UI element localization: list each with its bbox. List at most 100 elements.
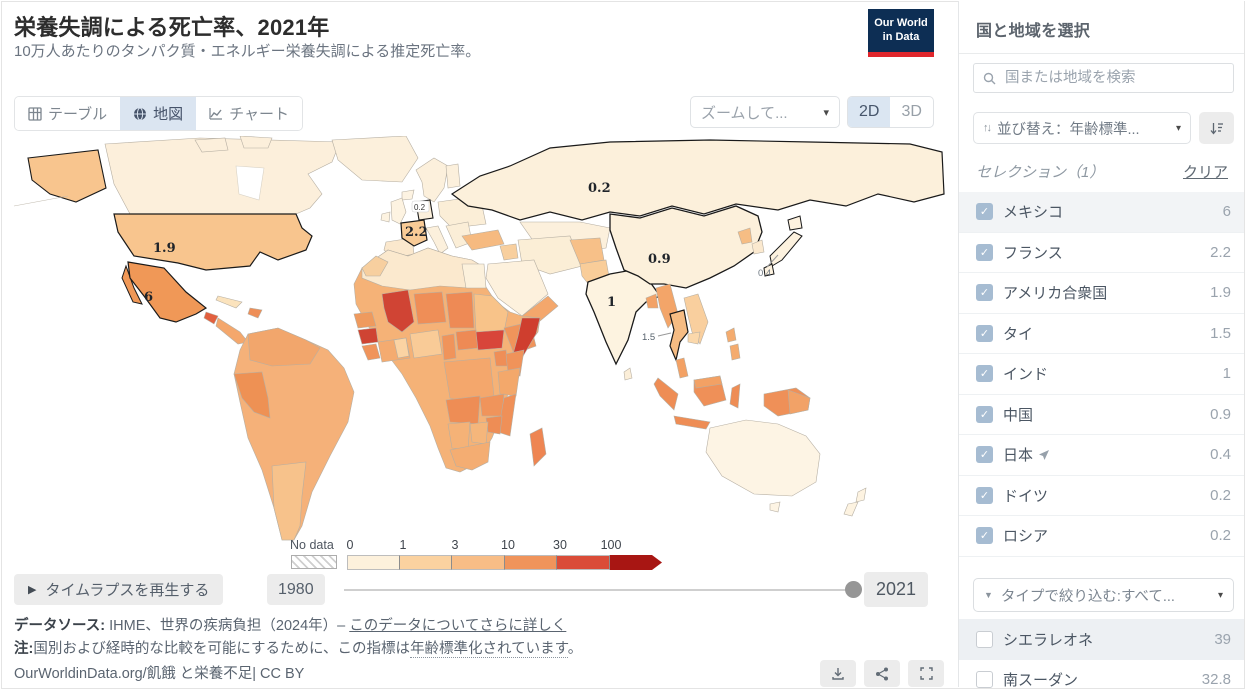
tab-chart[interactable]: チャート: [196, 97, 302, 130]
mode-2d-button[interactable]: 2D: [848, 97, 891, 127]
line-chart-icon: [209, 107, 223, 120]
mode-3d-button[interactable]: 3D: [901, 103, 922, 120]
sort-label: 並び替え：年齢標準...: [997, 121, 1140, 138]
legend-arrow-segment[interactable]: [610, 554, 666, 571]
sort-descending-icon: [1210, 122, 1223, 135]
play-timelapse-button[interactable]: ▶ タイムラプスを再生する: [14, 574, 224, 605]
owid-logo-text: Our World in Data: [868, 9, 934, 52]
legend-no-data-swatch[interactable]: [291, 555, 337, 569]
fullscreen-button[interactable]: [908, 660, 944, 687]
download-button[interactable]: [820, 660, 856, 687]
africa-countries[interactable]: [353, 247, 547, 473]
checkbox-checked-icon[interactable]: ✓: [976, 405, 993, 423]
checkbox-unchecked[interactable]: [976, 671, 993, 689]
country-mexico[interactable]: [127, 261, 208, 323]
map-landmasses[interactable]: [13, 135, 945, 541]
tab-table-label: テーブル: [48, 106, 108, 123]
list-item[interactable]: ✓ アメリカ合衆国 1.9: [959, 273, 1244, 314]
checkbox-checked-icon[interactable]: ✓: [976, 527, 993, 545]
share-icon: [876, 667, 888, 680]
map-leader-labels: 0.2 1.5 0.4: [411, 200, 779, 343]
clear-selection-link[interactable]: クリア: [1182, 164, 1228, 181]
owid-logo[interactable]: Our World in Data: [868, 9, 934, 57]
data-source-label: データソース:: [14, 618, 106, 634]
zoom-to-label: ズームして...: [701, 104, 788, 122]
checkbox-checked-icon[interactable]: ✓: [976, 486, 993, 504]
timeline-handle[interactable]: [845, 581, 862, 598]
play-icon: ▶: [28, 584, 37, 596]
list-item[interactable]: ✓ ロシア 0.2: [959, 516, 1244, 557]
country-china[interactable]: [609, 205, 763, 289]
list-item[interactable]: ✓ インド 1: [959, 354, 1244, 395]
search-box[interactable]: [973, 63, 1234, 93]
sort-dropdown[interactable]: ↑↓ 並び替え：年齢標準... ▾: [973, 112, 1191, 144]
country-france[interactable]: [400, 219, 428, 247]
selection-count-label: セレクション（1）: [976, 164, 1105, 181]
label-germany: 0.2: [414, 203, 426, 212]
globe-icon: [134, 107, 147, 120]
legend-no-data-label: No data: [290, 538, 334, 552]
download-icon: [832, 667, 844, 680]
country-alaska[interactable]: [27, 149, 107, 203]
note-line: 注:国別および経時的な比較を可能にするために、この指標は年齢標準化されています。: [14, 641, 583, 658]
checkbox-unchecked[interactable]: [976, 630, 993, 648]
checkbox-checked-icon[interactable]: ✓: [976, 203, 993, 221]
checkbox-checked-icon[interactable]: ✓: [976, 243, 993, 261]
selection-header: セレクション（1） クリア: [976, 161, 1228, 182]
timeline-end-year[interactable]: 2021: [864, 572, 929, 607]
list-item[interactable]: ✓ メキシコ 6: [959, 192, 1244, 233]
list-item[interactable]: ✓ タイ 1.5: [959, 314, 1244, 354]
label-mexico: 6: [144, 290, 153, 305]
zoom-to-dropdown[interactable]: ズームして... ▾: [690, 96, 840, 128]
chevron-down-icon: ▾: [823, 106, 829, 119]
share-button[interactable]: [864, 660, 900, 687]
label-japan: 0.4: [758, 268, 771, 279]
all-entity-list: シエラレオネ 39 南スーダン 32.8: [959, 619, 1244, 700]
country-japan[interactable]: [763, 215, 803, 277]
list-item[interactable]: 南スーダン 32.8: [959, 660, 1244, 700]
filter-label: タイプで絞り込む:すべて...: [1000, 588, 1175, 605]
color-legend[interactable]: [347, 555, 610, 570]
list-item[interactable]: ✓ フランス 2.2: [959, 233, 1244, 273]
list-item[interactable]: ✓ 中国 0.9: [959, 395, 1244, 435]
chevron-down-icon: ▾: [1217, 589, 1223, 601]
country-thailand[interactable]: [669, 309, 689, 362]
list-item[interactable]: シエラレオネ 39: [959, 619, 1244, 660]
list-item[interactable]: ✓ ドイツ 0.2: [959, 476, 1244, 516]
tab-map[interactable]: 地図: [120, 97, 197, 130]
search-icon: [983, 72, 996, 84]
entity-selector-sidebar: 国と地域を選択 ↑↓ 並び替え：年齢標準... ▾ セレクション（1） クリア …: [958, 1, 1244, 689]
filter-by-type-dropdown[interactable]: ▼ タイプで絞り込む:すべて... ▾: [973, 578, 1234, 612]
timeline-track[interactable]: [344, 589, 852, 591]
label-france: 2.2: [405, 225, 428, 240]
search-input[interactable]: [1003, 69, 1224, 87]
country-russia[interactable]: [450, 139, 945, 221]
page-title: 栄養失調による死亡率、2021年: [14, 15, 330, 40]
country-india[interactable]: [585, 269, 661, 366]
fullscreen-icon: [919, 667, 933, 680]
owid-logo-redbar: [868, 52, 934, 57]
age-standardized-link[interactable]: 年齢標準化されています: [410, 641, 568, 658]
tab-table[interactable]: テーブル: [15, 97, 121, 130]
label-usa: 1.9: [153, 241, 176, 256]
tab-map-label: 地図: [153, 106, 184, 123]
world-map[interactable]: 1.9 6 2.2 0.2 0.9 1 0.2 1.5 0.4: [10, 135, 955, 548]
page-subtitle: 10万人あたりのタンパク質・エネルギー栄養失調による推定死亡率。: [14, 43, 481, 60]
filter-icon: ▼: [984, 590, 993, 600]
checkbox-checked-icon[interactable]: ✓: [976, 446, 993, 464]
country-usa[interactable]: [113, 213, 313, 271]
list-item[interactable]: ✓ 日本 0.4: [959, 435, 1244, 476]
label-india: 1: [607, 295, 616, 310]
checkbox-checked-icon[interactable]: ✓: [976, 365, 993, 383]
checkbox-checked-icon[interactable]: ✓: [976, 284, 993, 302]
map-value-labels: 1.9 6 2.2 0.2 0.9 1: [144, 181, 671, 310]
checkbox-checked-icon[interactable]: ✓: [976, 324, 993, 342]
timeline-start-year[interactable]: 1980: [267, 574, 325, 605]
sort-order-button[interactable]: [1199, 112, 1234, 144]
label-thailand: 1.5: [642, 332, 655, 343]
label-russia: 0.2: [588, 181, 611, 196]
sidebar-title: 国と地域を選択: [976, 23, 1091, 40]
selected-entity-list: ✓ メキシコ 6 ✓ フランス 2.2 ✓ アメリカ合衆国 1.9 ✓ タイ 1…: [959, 192, 1244, 557]
country-madagascar[interactable]: [529, 427, 547, 467]
learn-more-link[interactable]: このデータについてさらに詳しく: [349, 618, 567, 634]
